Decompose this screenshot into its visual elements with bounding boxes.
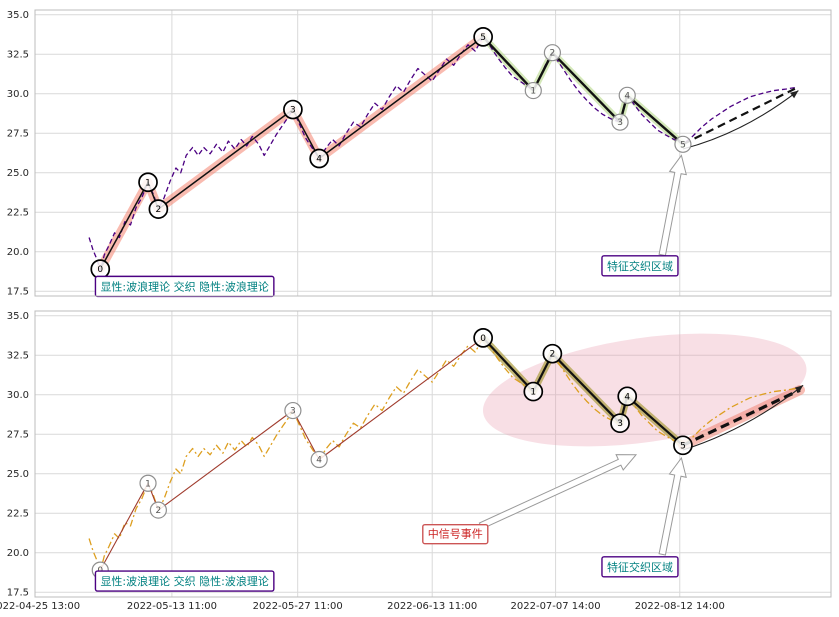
wave-marker-circle [310,450,328,469]
wave-marker-label: 2 [156,205,162,215]
wave-marker-label: 4 [624,392,630,402]
y-tick-label: 25.0 [7,469,29,480]
wave-marker-label: 1 [530,388,536,398]
wave-marker-circle [523,381,544,402]
wave-marker-label: 3 [290,407,296,417]
wave-marker-circle [611,113,629,131]
wave-marker-label: 2 [550,49,556,59]
wave-marker-label: 3 [290,106,296,116]
wave-marker-circle [139,474,157,492]
x-tick-label: 2022-08-12 14:00 [635,601,725,612]
x-tick-label: 2022-07-07 14:00 [511,601,601,612]
annotation-text: 特征交织区域 [607,259,673,273]
annotation-arrow [658,456,687,556]
impulse-up-line [99,337,484,571]
wave-marker-label: 5 [680,140,686,150]
annotation-arrow [658,154,687,257]
annotation-box [422,523,489,545]
wave-marker-label: 5 [480,33,486,43]
annotation-box [601,556,679,578]
wave-marker-circle [148,199,169,219]
impulse-up-line [99,36,484,270]
y-tick-label: 30.0 [7,89,29,100]
y-tick-label: 30.0 [7,390,29,401]
x-tick-label: 2022-05-27 11:00 [253,601,343,612]
forecast-arrowhead [790,90,799,99]
wave-marker-label: 0 [97,265,103,275]
projection-line [682,388,801,447]
wave-marker-circle [542,343,563,364]
y-tick-label: 27.5 [7,128,29,139]
y-tick-label: 17.5 [7,286,29,297]
wave-marker-label: 3 [617,118,623,128]
wave-marker-label: 4 [624,91,630,101]
wave-marker-label: 2 [550,350,556,360]
wave-marker-label: 3 [617,419,623,429]
plot-frame [34,310,832,598]
forecast-arrowhead [794,385,804,393]
annotation-text: 特征交织区域 [607,560,673,574]
explicit-wave-panel: 35.0 32.5 30.0 27.5 25.0 22.5 20.0 17.5 0 1 2 3 4 5 1 2… [7,9,832,297]
corrective-down-line [482,36,684,146]
wave-marker-label: 5 [680,441,686,451]
wave-marker-circle [618,86,636,104]
annotation-box [94,570,275,592]
plot-body [88,32,799,274]
wave-marker-circle [543,44,562,62]
wave-marker-circle [473,328,493,348]
y-tick-label: 22.5 [7,508,29,519]
wave-marker-label: 4 [316,456,322,466]
wave-marker-circle [617,386,638,407]
annotation-text: 显性:波浪理论 交织 隐性:波浪理论 [100,279,268,293]
wave-marker-label: 0 [480,334,486,344]
forecast-curve [682,384,804,451]
y-tick-label: 32.5 [7,49,29,60]
wave-marker-label: 1 [145,479,151,489]
plot-body [88,333,807,573]
y-tick-label: 17.5 [7,587,29,598]
y-tick-label: 35.0 [7,10,29,21]
plot-frame [34,9,832,297]
wave-marker-circle [674,135,692,153]
wave-marker-circle [283,99,303,120]
wave-marker-circle [284,401,302,420]
wave-marker-circle [473,27,493,47]
annotation-arrow [478,454,638,530]
plot-area [35,10,831,296]
wave-marker-label: 4 [316,155,322,165]
wave-marker-circle [138,172,158,193]
x-tick-label: 2022-05-13 11:00 [127,601,217,612]
annotation-box [601,255,679,277]
price-line [88,36,797,272]
wave-marker-circle [309,148,330,169]
annotation-text: 显性:波浪理论 交织 隐性:波浪理论 [100,574,268,588]
wave-marker-circle [149,501,167,519]
y-tick-label: 27.5 [7,429,29,440]
y-tick-label: 25.0 [7,168,29,179]
wave-marker-label: 2 [156,506,162,516]
y-tick-label: 32.5 [7,350,29,361]
wave-marker-circle [524,81,542,100]
wave-marker-label: 1 [145,178,151,188]
annotation-text: 中信号事件 [428,528,483,541]
plot-area [35,311,831,597]
implicit-wave-panel: 35.0 32.5 30.0 27.5 25.0 22.5 20.0 17.5 2022-04-… [0,310,832,612]
y-tick-label: 20.0 [7,548,29,559]
x-tick-label: 2022-06-13 11:00 [387,601,477,612]
y-tick-label: 22.5 [7,207,29,218]
forecast-curve [682,90,799,150]
wave-marker-label: 1 [530,87,536,97]
price-line [88,337,797,573]
y-tick-label: 20.0 [7,247,29,258]
projection-line [682,86,799,146]
corrective-down-line [482,337,684,447]
y-tick-label: 35.0 [7,311,29,322]
wave-marker-circle [610,413,630,434]
x-tick-label: 2022-04-25 13:00 [0,601,80,612]
wave-marker-circle [673,435,693,456]
